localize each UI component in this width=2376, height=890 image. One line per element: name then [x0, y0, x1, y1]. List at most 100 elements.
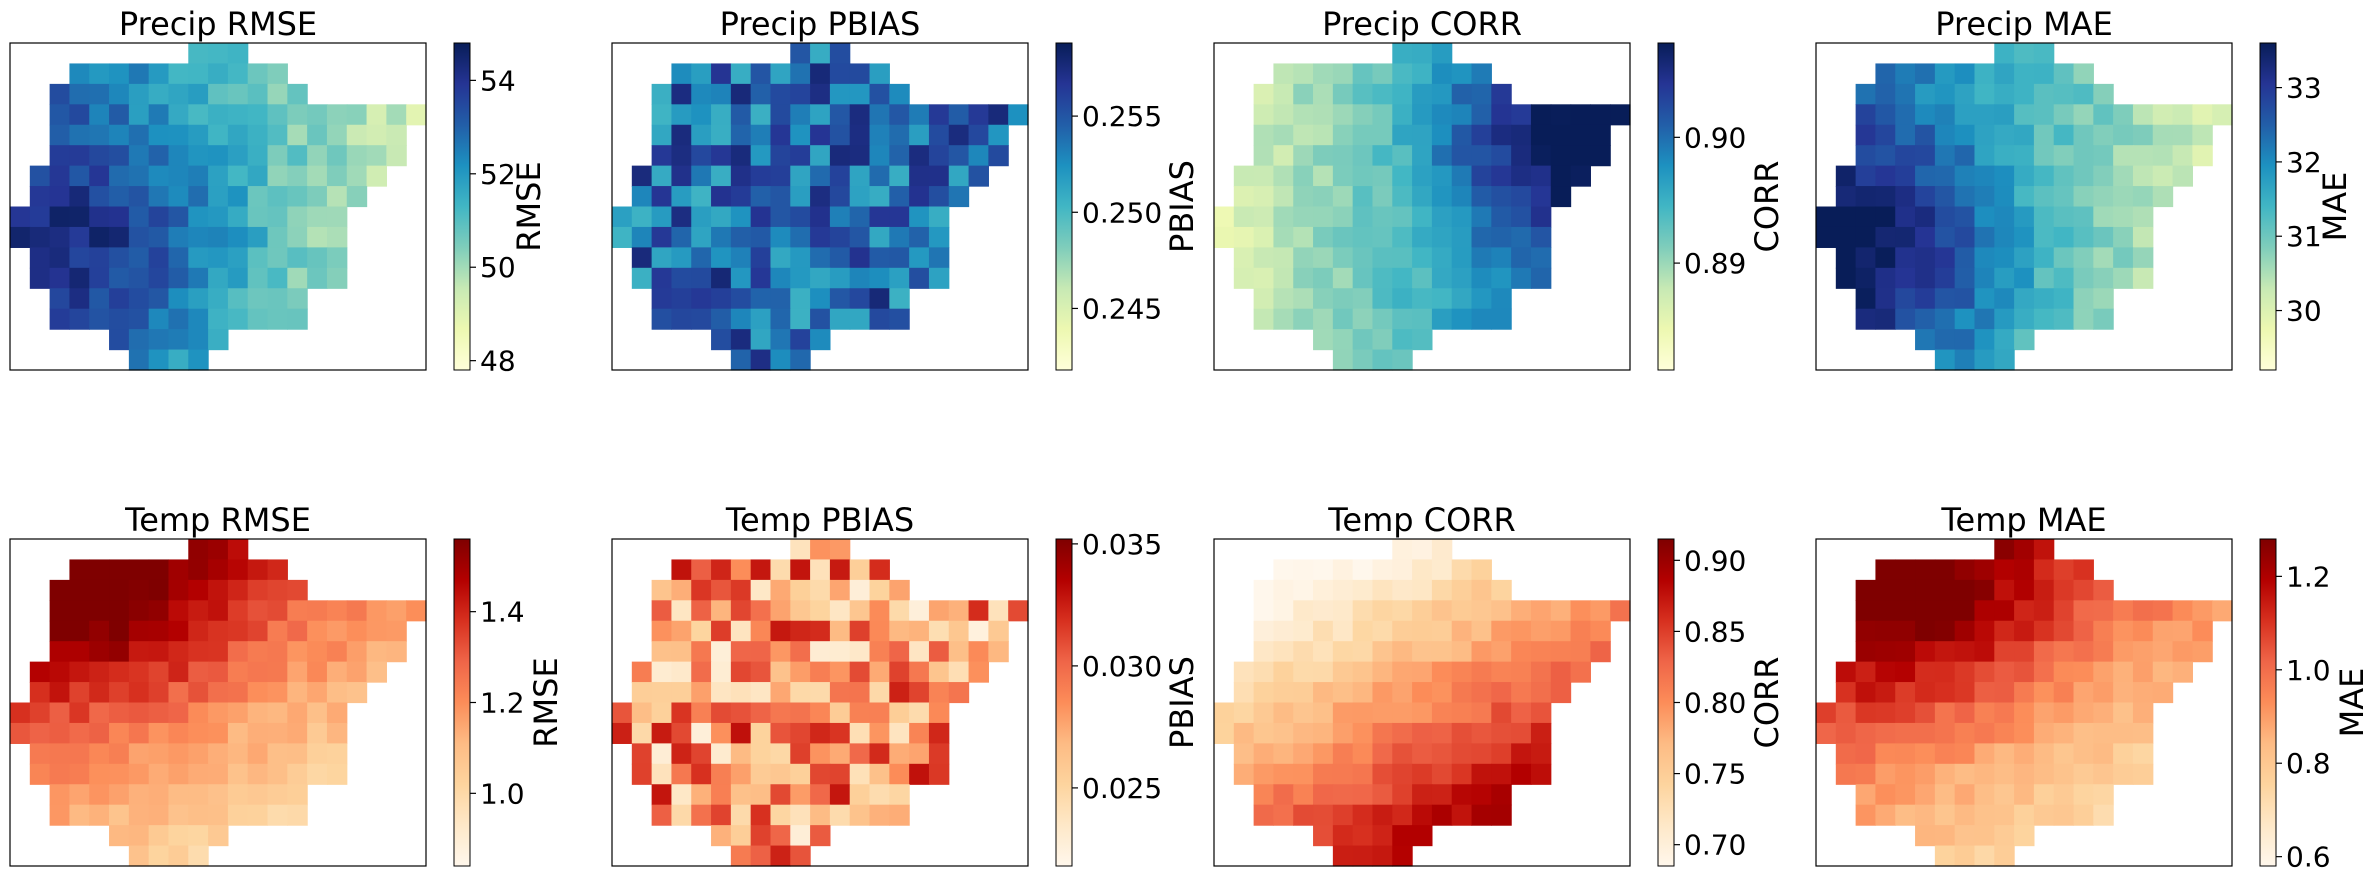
heatmap-cell: [829, 83, 851, 105]
heatmap-cell: [188, 784, 209, 806]
heatmap-cell: [128, 247, 150, 269]
heatmap-cell: [790, 83, 811, 105]
heatmap-cell: [128, 308, 150, 330]
heatmap-cell: [1233, 206, 1255, 228]
heatmap-cell: [2192, 620, 2213, 642]
heatmap-cell: [188, 661, 209, 683]
heatmap-cell: [1332, 124, 1354, 146]
heatmap-cell: [869, 83, 890, 105]
heatmap-cell: [1451, 682, 1473, 704]
heatmap-cell: [2033, 165, 2055, 187]
heatmap-cell: [109, 308, 130, 330]
heatmap-cell: [2053, 145, 2075, 167]
heatmap-cell: [1412, 804, 1433, 826]
heatmap-cell: [730, 682, 752, 704]
colorbar-tick-label: 0.75: [1684, 758, 1746, 791]
heatmap-cell: [1372, 329, 1393, 351]
heatmap-cell: [1293, 267, 1314, 289]
heatmap-cell: [1451, 165, 1473, 187]
heatmap-cell: [1372, 702, 1393, 724]
heatmap-cell: [691, 124, 712, 146]
heatmap-cell: [1293, 165, 1314, 187]
heatmap-cell: [770, 247, 791, 269]
heatmap-cell: [1895, 226, 1916, 248]
heatmap-cell: [750, 722, 772, 744]
heatmap-cell: [109, 124, 130, 146]
colorbar-tick-label: 0.035: [1082, 528, 1162, 561]
heatmap-cell: [168, 641, 189, 663]
heatmap-cell: [1431, 702, 1453, 724]
heatmap-cell: [49, 702, 71, 724]
heatmap-cell: [1511, 682, 1532, 704]
heatmap-cell: [711, 784, 732, 806]
heatmap-cell: [1875, 104, 1896, 126]
heatmap-cell: [247, 620, 269, 642]
heatmap-cell: [1293, 784, 1314, 806]
heatmap-cell: [326, 620, 348, 642]
heatmap-cell: [1233, 702, 1255, 724]
heatmap-cell: [2093, 308, 2114, 330]
heatmap-cell: [889, 620, 910, 642]
heatmap-cell: [69, 702, 90, 724]
heatmap-cell: [1313, 186, 1334, 208]
heatmap-cell: [1954, 682, 1976, 704]
heatmap-cell: [247, 702, 269, 724]
heatmap-cell: [326, 682, 348, 704]
heatmap-cell: [168, 186, 189, 208]
heatmap-cell: [1352, 845, 1374, 867]
colorbar-tick-label: 0.6: [2286, 841, 2331, 874]
heatmap-cell: [1875, 267, 1896, 289]
heatmap-cell: [267, 722, 288, 744]
heatmap-cell: [790, 559, 811, 581]
heatmap-cell: [267, 702, 288, 724]
heatmap-cell: [1491, 620, 1512, 642]
heatmap-cell: [128, 145, 150, 167]
heatmap-cell: [1412, 308, 1433, 330]
heatmap-cell: [849, 702, 871, 724]
heatmap-cell: [1530, 247, 1552, 269]
heatmap-cell: [1954, 784, 1976, 806]
heatmap-cell: [1431, 308, 1453, 330]
heatmap-cell: [1954, 104, 1976, 126]
colorbar-tick-label: 52: [480, 158, 516, 191]
heatmap-cell: [148, 825, 170, 847]
heatmap-cell: [208, 288, 229, 310]
heatmap-cell: [1895, 702, 1916, 724]
heatmap-cell: [711, 104, 732, 126]
heatmap-cell: [849, 620, 871, 642]
heatmap-cell: [1471, 559, 1492, 581]
heatmap-cell: [1994, 206, 2015, 228]
heatmap-cell: [1392, 825, 1413, 847]
heatmap-cell: [1934, 682, 1956, 704]
heatmap-cell: [691, 559, 712, 581]
heatmap-cell: [188, 43, 209, 65]
heatmap-cell: [631, 661, 653, 683]
heatmap-cell: [307, 247, 328, 269]
heatmap-cell: [2212, 104, 2233, 126]
heatmap-cell: [307, 186, 328, 208]
heatmap-cell: [386, 641, 407, 663]
heatmap-cell: [2014, 579, 2035, 601]
heatmap-cell: [671, 308, 692, 330]
heatmap-cell: [247, 308, 269, 330]
heatmap-cell: [1934, 784, 1956, 806]
heatmap-cell: [1372, 267, 1393, 289]
heatmap-cell: [730, 600, 752, 622]
heatmap-cell: [1372, 600, 1393, 622]
heatmap-cell: [730, 763, 752, 785]
heatmap-cell: [790, 104, 811, 126]
heatmap-cell: [849, 63, 871, 85]
heatmap-cell: [188, 722, 209, 744]
heatmap-cell: [208, 104, 229, 126]
heatmap-cell: [307, 124, 328, 146]
heatmap-cell: [631, 206, 653, 228]
heatmap-cell: [928, 267, 950, 289]
heatmap-cell: [2053, 186, 2075, 208]
heatmap-cell: [889, 600, 910, 622]
heatmap-cell: [711, 600, 732, 622]
heatmap-cell: [790, 124, 811, 146]
heatmap-cell: [1855, 661, 1877, 683]
heatmap-cell: [49, 661, 71, 683]
heatmap-cell: [790, 206, 811, 228]
heatmap-cell: [49, 600, 71, 622]
